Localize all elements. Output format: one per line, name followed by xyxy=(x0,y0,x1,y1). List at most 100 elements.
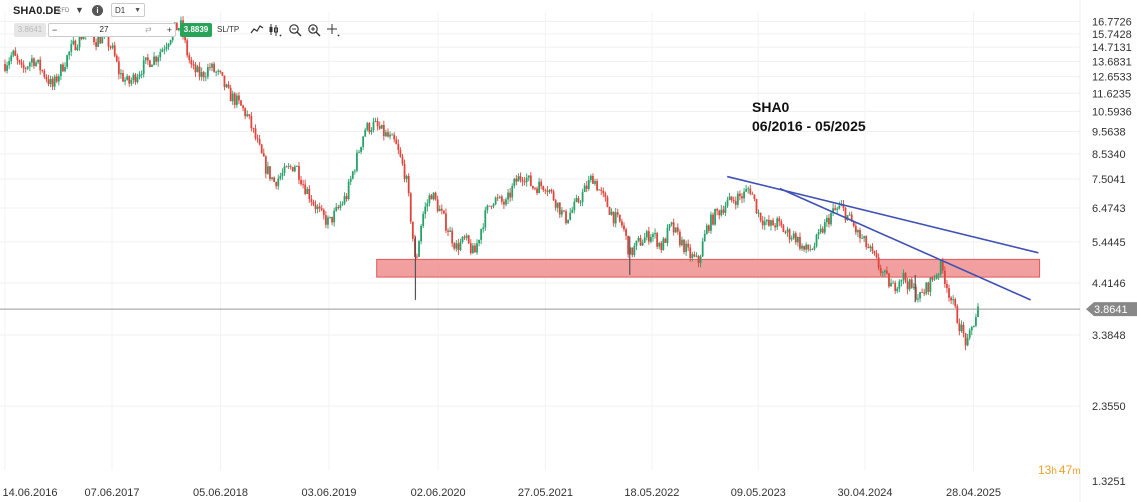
candlestick-icon[interactable] xyxy=(268,23,282,37)
candle xyxy=(337,204,340,210)
candle-body xyxy=(258,139,261,145)
candle xyxy=(260,143,263,154)
candle-body xyxy=(946,283,948,289)
candle xyxy=(573,198,576,214)
line-chart-icon[interactable] xyxy=(250,23,264,37)
candle xyxy=(865,235,868,250)
candle xyxy=(900,279,903,287)
x-tick-label: 07.06.2017 xyxy=(84,487,139,499)
candle xyxy=(660,240,663,254)
x-axis: 14.06.2016 07.06.2017 05.06.2018 03.06.2019… xyxy=(2,487,1001,499)
candle-body xyxy=(271,177,273,179)
candle xyxy=(202,70,205,82)
candle-body xyxy=(525,177,528,183)
candle xyxy=(697,255,700,268)
quantity-value[interactable]: 27 xyxy=(99,25,109,34)
candle xyxy=(730,196,733,203)
candle xyxy=(175,22,178,31)
candle xyxy=(718,209,721,220)
candle xyxy=(287,163,290,170)
candle xyxy=(134,73,137,85)
swap-icon[interactable]: ⇄ xyxy=(145,25,152,34)
candle-body xyxy=(10,55,13,61)
candle xyxy=(229,84,232,102)
candle xyxy=(372,117,375,133)
candle xyxy=(196,64,199,73)
x-tick-label: 30.04.2024 xyxy=(837,487,892,499)
candle-body xyxy=(283,166,286,173)
candle-body xyxy=(747,188,750,190)
candle xyxy=(447,228,449,237)
candle xyxy=(821,226,824,234)
info-icon[interactable]: i xyxy=(92,5,103,16)
candle xyxy=(72,37,75,46)
candle-body xyxy=(962,324,965,334)
candle xyxy=(45,74,48,83)
candle xyxy=(345,193,348,202)
candle xyxy=(26,65,29,71)
symbol-name[interactable]: SHA0.DE xyxy=(13,5,61,17)
candle xyxy=(360,146,362,155)
candle xyxy=(146,53,149,65)
candle xyxy=(306,186,309,195)
candle-body xyxy=(331,216,333,223)
candle-body xyxy=(471,245,474,254)
candle xyxy=(364,127,367,137)
candle xyxy=(962,321,965,338)
candle-body xyxy=(587,179,590,189)
candle xyxy=(919,291,921,303)
candle-body xyxy=(293,166,296,172)
zoom-in-icon[interactable] xyxy=(307,23,321,37)
timeframe-value: D1 xyxy=(115,6,126,15)
candle xyxy=(420,223,423,245)
candle-body xyxy=(428,195,431,204)
candle xyxy=(707,224,710,234)
candle-body xyxy=(76,47,79,51)
candle-body xyxy=(923,292,926,294)
candle-body xyxy=(565,211,567,224)
candle xyxy=(857,229,859,237)
crosshair-icon[interactable] xyxy=(326,23,340,37)
symbol-dropdown-icon[interactable]: ▼ xyxy=(75,5,84,15)
candle xyxy=(144,57,147,65)
candle xyxy=(809,244,812,252)
trendlines[interactable] xyxy=(727,175,1039,301)
sltp-button[interactable]: SL/TP xyxy=(217,25,240,34)
zoom-out-icon[interactable] xyxy=(288,23,302,37)
candle xyxy=(310,194,313,206)
candle-body xyxy=(434,192,437,200)
quantity-stepper[interactable]: − 27 ⇄ + xyxy=(48,23,176,37)
candle xyxy=(848,211,851,216)
candle xyxy=(772,217,774,226)
candle xyxy=(198,62,201,81)
plus-icon[interactable]: + xyxy=(166,25,172,35)
candle xyxy=(627,235,630,258)
candle xyxy=(117,56,120,80)
sell-button[interactable]: 3.8641 xyxy=(14,23,46,37)
candle-body xyxy=(111,45,114,48)
candle xyxy=(385,129,387,138)
buy-button[interactable]: 3.8839 xyxy=(180,23,212,37)
candle xyxy=(801,243,803,251)
timeframe-select[interactable]: D1 ▼ xyxy=(111,3,145,17)
candle-body xyxy=(668,224,671,228)
candle-body xyxy=(650,237,652,242)
candle xyxy=(792,230,795,240)
candle xyxy=(546,186,549,197)
candle-body xyxy=(391,134,394,136)
candle xyxy=(703,229,706,242)
candle-body xyxy=(662,238,665,251)
candle-body xyxy=(964,333,967,346)
minus-icon[interactable]: − xyxy=(52,25,58,35)
candle-body xyxy=(161,49,164,52)
x-tick-label: 18.05.2022 xyxy=(624,487,679,499)
candle xyxy=(871,243,874,255)
candle xyxy=(705,223,708,235)
candle xyxy=(271,176,273,181)
candle-body xyxy=(935,275,938,279)
candle-body xyxy=(440,208,443,211)
candle-body xyxy=(857,230,859,233)
candle xyxy=(747,186,750,194)
candle xyxy=(877,253,880,271)
